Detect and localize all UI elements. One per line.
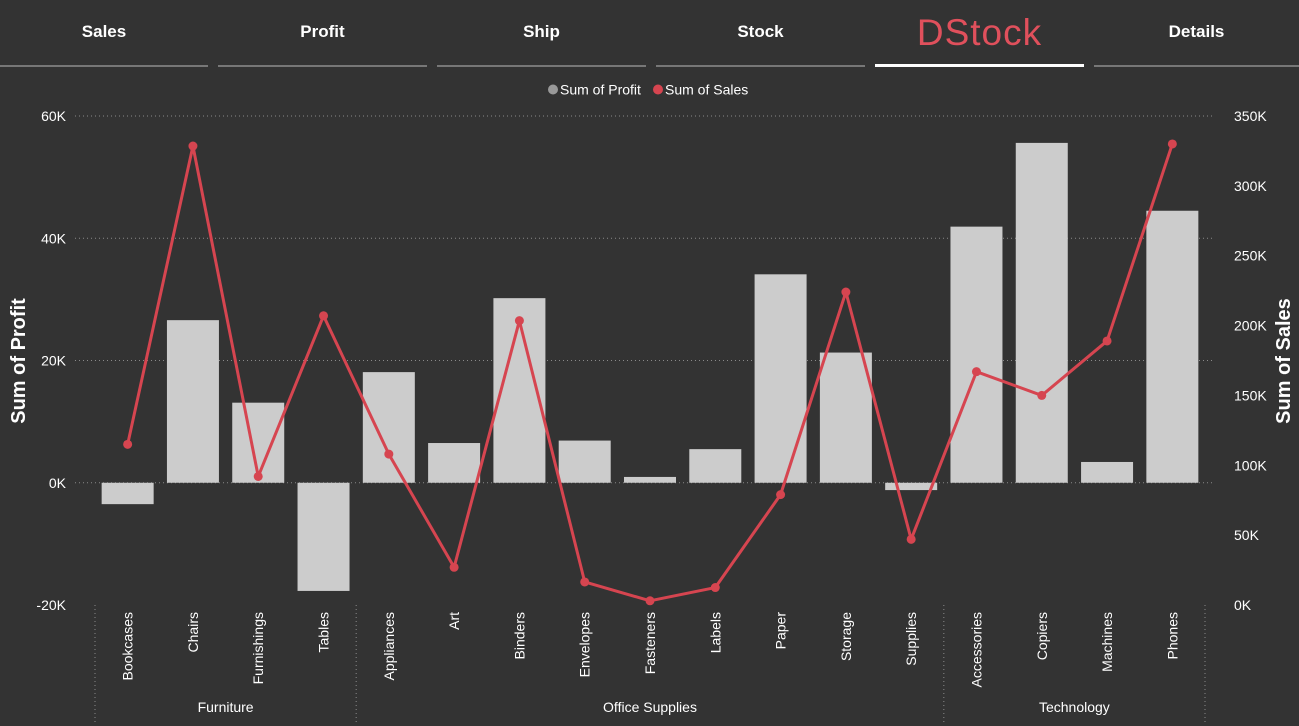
- group-label: Technology: [1039, 699, 1110, 715]
- profit-bar: [1015, 142, 1068, 483]
- category-label: Chairs: [185, 612, 201, 652]
- sales-point: [841, 287, 851, 297]
- left-tick-label: -20K: [36, 597, 66, 613]
- tab-underline: [656, 65, 865, 67]
- sales-point: [906, 534, 916, 544]
- legend-sales-marker: [653, 84, 663, 95]
- sales-point: [1102, 336, 1112, 346]
- sales-point: [449, 562, 459, 572]
- right-tick-label: 350K: [1234, 108, 1267, 124]
- sales-point: [1167, 139, 1177, 149]
- sales-point: [776, 490, 786, 500]
- tab-underline: [437, 65, 646, 67]
- profit-bar: [166, 320, 219, 483]
- tab-underline: [1094, 65, 1299, 67]
- sales-point: [188, 141, 198, 151]
- left-tick-label: 0K: [49, 475, 67, 491]
- tab-sales[interactable]: Sales: [0, 0, 208, 68]
- profit-bar: [1081, 461, 1134, 483]
- category-label: Storage: [838, 612, 854, 661]
- tab-dstock[interactable]: DStock: [875, 0, 1084, 68]
- legend-profit-label: Sum of Profit: [560, 82, 641, 98]
- profit-bar: [624, 476, 676, 483]
- sales-point: [645, 596, 655, 606]
- category-label: Fasteners: [642, 612, 658, 674]
- tab-sales-label: Sales: [81, 22, 127, 41]
- category-label: Labels: [707, 612, 723, 653]
- right-tick-label: 0K: [1234, 597, 1252, 613]
- sales-point: [253, 471, 263, 481]
- right-tick-label: 150K: [1234, 387, 1267, 403]
- tab-ship-label: Ship: [523, 22, 560, 41]
- top-nav: Sales Profit Ship Stock DStock Details: [0, 0, 1299, 68]
- category-label: Furnishings: [250, 612, 266, 684]
- sales-point: [1037, 390, 1047, 400]
- category-label: Tables: [316, 612, 332, 652]
- tab-details-label: Details: [1168, 22, 1225, 41]
- legend-profit-marker: [548, 84, 558, 95]
- x-axis: Bookcases Chairs Furnishings Tables Applianc…: [94, 605, 1206, 722]
- category-label: Binders: [511, 612, 527, 659]
- profit-bar: [689, 449, 742, 483]
- sales-line-path: [126, 143, 1174, 603]
- category-label: Appliances: [381, 612, 397, 681]
- group-label: Furniture: [198, 699, 254, 715]
- left-tick-label: 60K: [41, 108, 67, 124]
- right-tick-label: 300K: [1234, 178, 1267, 194]
- profit-bar: [558, 440, 611, 483]
- sales-line: [123, 139, 1177, 606]
- tab-dstock-label: DStock: [916, 12, 1043, 53]
- profit-bar: [1146, 210, 1199, 483]
- category-label: Machines: [1099, 612, 1115, 672]
- category-label: Accessories: [968, 612, 984, 687]
- tab-profit[interactable]: Profit: [218, 0, 427, 68]
- sales-point: [971, 367, 981, 377]
- sales-point: [123, 439, 133, 449]
- profit-bar: [950, 226, 1003, 483]
- sales-point: [319, 311, 329, 321]
- sales-point: [384, 449, 394, 459]
- legend-sales-label: Sum of Sales: [665, 82, 748, 98]
- profit-bar: [885, 482, 938, 491]
- profit-bar: [428, 443, 481, 483]
- profit-bar: [819, 352, 872, 483]
- left-tick-label: 40K: [41, 230, 67, 246]
- profit-bars: [101, 142, 1199, 591]
- tab-underline-active: [875, 64, 1084, 67]
- tab-profit-label: Profit: [300, 22, 345, 41]
- profit-bar: [362, 372, 415, 483]
- right-tick-label: 200K: [1234, 318, 1267, 334]
- category-label: Bookcases: [120, 612, 136, 680]
- right-tick-label: 100K: [1234, 457, 1267, 473]
- profit-bar: [101, 482, 154, 505]
- legend: Sum of Profit Sum of Sales: [548, 82, 748, 98]
- tab-details[interactable]: Details: [1094, 0, 1299, 68]
- sales-point: [710, 583, 720, 593]
- left-axis-ticks: 60K 40K 20K 0K -20K: [36, 108, 66, 613]
- tab-stock-label: Stock: [737, 22, 784, 41]
- category-label: Paper: [773, 612, 789, 650]
- tab-ship[interactable]: Ship: [437, 0, 646, 68]
- category-label: Copiers: [1034, 612, 1050, 660]
- right-axis-ticks: 350K 300K 250K 200K 150K 100K 50K 0K: [1234, 108, 1267, 613]
- tab-underline: [218, 65, 427, 67]
- profit-bar: [297, 482, 350, 591]
- sales-point: [514, 316, 524, 326]
- right-tick-label: 50K: [1234, 527, 1260, 543]
- category-label: Phones: [1164, 612, 1180, 659]
- tab-stock[interactable]: Stock: [656, 0, 865, 68]
- category-label: Art: [446, 612, 462, 630]
- right-axis-title: Sum of Sales: [1273, 298, 1295, 424]
- left-axis-title: Sum of Profit: [8, 298, 30, 424]
- category-label: Supplies: [903, 612, 919, 666]
- category-label: Envelopes: [577, 612, 593, 677]
- left-tick-label: 20K: [41, 353, 67, 369]
- right-tick-label: 250K: [1234, 248, 1267, 264]
- group-label: Office Supplies: [603, 699, 697, 715]
- profit-bar: [754, 274, 807, 483]
- sales-point: [580, 577, 590, 587]
- tab-underline: [0, 65, 208, 67]
